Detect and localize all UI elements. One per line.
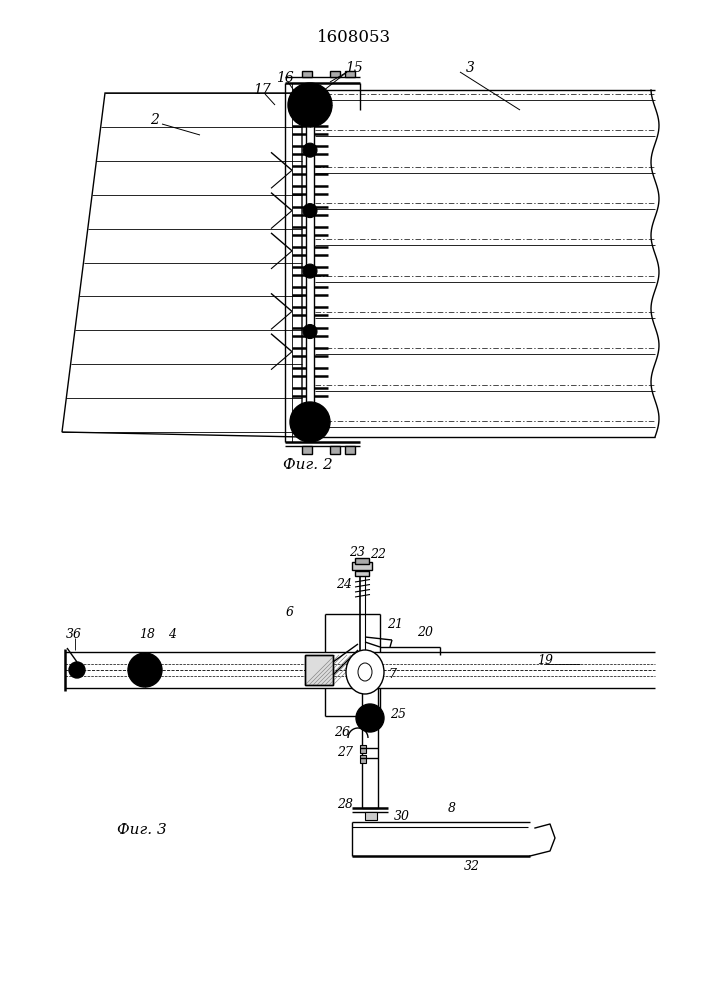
Circle shape [128,653,162,687]
Bar [305,655,333,685]
Text: 25: 25 [390,708,406,720]
Text: 28: 28 [337,798,353,810]
Text: 21: 21 [387,617,403,631]
Text: Фиг. 3: Фиг. 3 [117,823,167,837]
Text: 8: 8 [448,802,456,814]
Text: 3: 3 [466,61,474,75]
Text: 20: 20 [417,626,433,639]
Circle shape [290,402,330,442]
Circle shape [288,83,332,127]
Bar [345,446,355,454]
Text: Фиг. 2: Фиг. 2 [283,458,333,472]
Text: 22: 22 [370,548,386,560]
Text: 6: 6 [286,605,294,618]
Text: 30: 30 [394,810,410,822]
Bar [345,71,355,77]
Text: 18: 18 [139,629,155,642]
Text: 36: 36 [66,629,82,642]
Bar [355,558,369,564]
Text: 24: 24 [336,578,352,590]
Bar [330,446,340,454]
Circle shape [69,662,85,678]
Bar [305,655,333,685]
Circle shape [303,264,317,278]
Text: 17: 17 [253,83,271,97]
Text: 7: 7 [388,668,396,682]
Text: 19: 19 [537,654,553,666]
Circle shape [303,204,317,218]
Text: 1608053: 1608053 [317,29,391,46]
Bar [365,812,377,820]
Text: 15: 15 [345,61,363,75]
Text: 32: 32 [464,859,480,872]
Bar [360,755,366,763]
Text: 4: 4 [168,629,176,642]
Circle shape [303,325,317,339]
Text: 16: 16 [276,71,294,85]
Text: 2: 2 [151,113,160,127]
Circle shape [303,143,317,157]
Text: 23: 23 [349,546,365,558]
Bar [352,562,372,570]
Bar [330,71,340,77]
Bar [360,745,366,753]
Text: 27: 27 [337,746,353,760]
Bar [302,446,312,454]
Text: 26: 26 [334,726,350,740]
Ellipse shape [346,650,384,694]
Circle shape [356,704,384,732]
Bar [302,71,312,77]
Bar [355,571,369,576]
